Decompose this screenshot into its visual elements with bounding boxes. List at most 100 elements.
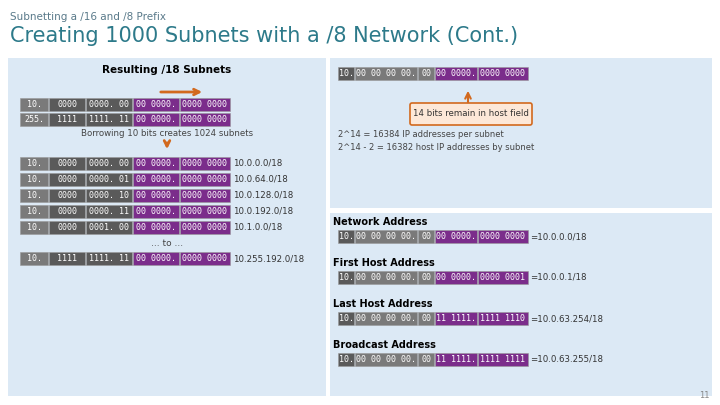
Bar xyxy=(418,67,434,80)
Bar xyxy=(338,312,354,325)
Text: 00 0000.: 00 0000. xyxy=(436,273,476,282)
Bar xyxy=(418,230,434,243)
Text: =10.0.63.254/18: =10.0.63.254/18 xyxy=(530,314,603,323)
Text: 0000 0000: 0000 0000 xyxy=(182,223,228,232)
Bar xyxy=(86,157,132,170)
Text: 0000 0000: 0000 0000 xyxy=(182,207,228,216)
Text: 10.: 10. xyxy=(338,314,354,323)
Text: 00 0000.: 00 0000. xyxy=(136,207,176,216)
Bar xyxy=(478,230,528,243)
Text: Borrowing 10 bits creates 1024 subnets: Borrowing 10 bits creates 1024 subnets xyxy=(81,129,253,138)
Text: 10.: 10. xyxy=(27,159,42,168)
Bar xyxy=(86,113,132,126)
Text: 2^14 - 2 = 16382 host IP addresses by subnet: 2^14 - 2 = 16382 host IP addresses by su… xyxy=(338,143,534,152)
Bar xyxy=(49,113,85,126)
Text: 10.: 10. xyxy=(338,355,354,364)
Text: 00: 00 xyxy=(421,355,431,364)
Text: 10.: 10. xyxy=(27,191,42,200)
Text: 00 00 00 00.: 00 00 00 00. xyxy=(356,232,416,241)
Bar xyxy=(338,67,354,80)
Text: Network Address: Network Address xyxy=(333,217,428,227)
Text: =10.0.0.0/18: =10.0.0.0/18 xyxy=(530,232,587,241)
Bar xyxy=(86,252,132,265)
Text: 00: 00 xyxy=(421,232,431,241)
Bar xyxy=(418,353,434,366)
Bar xyxy=(478,312,528,325)
Bar xyxy=(49,221,85,234)
Bar xyxy=(49,98,85,111)
Bar xyxy=(338,271,354,284)
Bar xyxy=(20,205,48,218)
Text: First Host Address: First Host Address xyxy=(333,258,435,268)
Text: 0000 0000: 0000 0000 xyxy=(182,191,228,200)
Text: 0000: 0000 xyxy=(57,100,77,109)
Text: 1111: 1111 xyxy=(57,115,77,124)
Text: 0000: 0000 xyxy=(57,159,77,168)
Text: 1111. 11: 1111. 11 xyxy=(89,115,129,124)
Text: 2^14 = 16384 IP addresses per subnet: 2^14 = 16384 IP addresses per subnet xyxy=(338,130,504,139)
Bar xyxy=(49,252,85,265)
Bar xyxy=(180,98,230,111)
Text: 14 bits remain in host field: 14 bits remain in host field xyxy=(413,109,529,119)
Text: 00 0000.: 00 0000. xyxy=(436,232,476,241)
Text: 00 00 00 00.: 00 00 00 00. xyxy=(356,355,416,364)
Text: 00 0000.: 00 0000. xyxy=(136,115,176,124)
Bar xyxy=(330,58,712,208)
Text: 10.0.64.0/18: 10.0.64.0/18 xyxy=(233,175,288,184)
Bar xyxy=(418,312,434,325)
Text: 1111 1111: 1111 1111 xyxy=(480,355,526,364)
Text: 0000 0000: 0000 0000 xyxy=(182,254,228,263)
Text: 0000. 00: 0000. 00 xyxy=(89,100,129,109)
FancyBboxPatch shape xyxy=(410,103,532,125)
Bar xyxy=(180,113,230,126)
Bar xyxy=(180,173,230,186)
Bar xyxy=(478,67,528,80)
Text: 00: 00 xyxy=(421,314,431,323)
Text: 255.: 255. xyxy=(24,115,44,124)
Text: 00 0000.: 00 0000. xyxy=(136,254,176,263)
Bar xyxy=(355,271,417,284)
Text: Resulting /18 Subnets: Resulting /18 Subnets xyxy=(102,65,232,75)
Text: 0000: 0000 xyxy=(57,175,77,184)
Text: 0000: 0000 xyxy=(57,207,77,216)
Text: 0000. 01: 0000. 01 xyxy=(89,175,129,184)
Text: 10.: 10. xyxy=(27,254,42,263)
Text: 0000. 00: 0000. 00 xyxy=(89,159,129,168)
Bar xyxy=(418,271,434,284)
Bar xyxy=(20,113,48,126)
Text: 10.: 10. xyxy=(27,207,42,216)
Bar xyxy=(20,98,48,111)
Bar xyxy=(86,98,132,111)
Text: 10.1.0.0/18: 10.1.0.0/18 xyxy=(233,223,282,232)
Text: =10.0.63.255/18: =10.0.63.255/18 xyxy=(530,355,603,364)
Bar xyxy=(49,189,85,202)
Text: 0000 0000: 0000 0000 xyxy=(182,159,228,168)
Bar xyxy=(20,252,48,265)
Bar xyxy=(478,271,528,284)
Text: 0000 0000: 0000 0000 xyxy=(480,69,526,78)
Bar xyxy=(338,353,354,366)
Text: 00: 00 xyxy=(421,273,431,282)
Text: 0000: 0000 xyxy=(57,191,77,200)
Text: 00: 00 xyxy=(421,69,431,78)
Text: 00 00 00 00.: 00 00 00 00. xyxy=(356,69,416,78)
Text: 00 00 00 00.: 00 00 00 00. xyxy=(356,314,416,323)
Bar xyxy=(180,221,230,234)
Text: =10.0.0.1/18: =10.0.0.1/18 xyxy=(530,273,587,282)
Text: 10.: 10. xyxy=(338,69,354,78)
Bar xyxy=(478,353,528,366)
Text: Subnetting a /16 and /8 Prefix: Subnetting a /16 and /8 Prefix xyxy=(10,12,166,22)
Text: 0000. 11: 0000. 11 xyxy=(89,207,129,216)
Bar xyxy=(20,189,48,202)
Text: 00 0000.: 00 0000. xyxy=(436,69,476,78)
Bar xyxy=(20,221,48,234)
Bar xyxy=(180,189,230,202)
Text: 0000 0001: 0000 0001 xyxy=(480,273,526,282)
Bar xyxy=(435,353,477,366)
Bar xyxy=(435,312,477,325)
Text: 0000 0000: 0000 0000 xyxy=(182,100,228,109)
Bar xyxy=(180,252,230,265)
Text: 10.: 10. xyxy=(27,223,42,232)
Bar xyxy=(435,271,477,284)
Text: 0000 0000: 0000 0000 xyxy=(182,175,228,184)
